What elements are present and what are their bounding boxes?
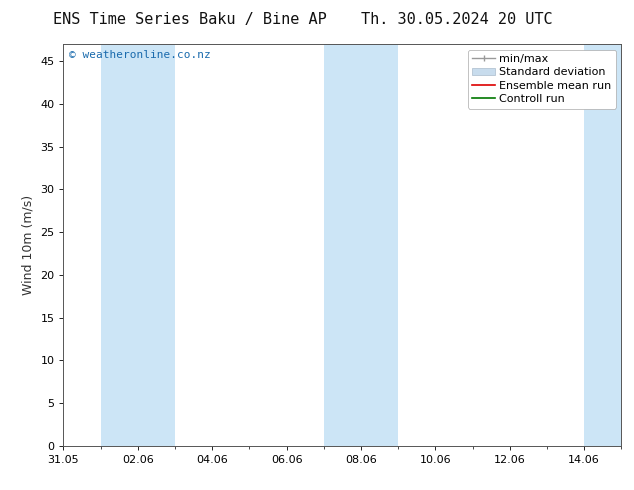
Text: © weatheronline.co.nz: © weatheronline.co.nz (69, 50, 210, 60)
Bar (324, 44, 398, 446)
Text: Th. 30.05.2024 20 UTC: Th. 30.05.2024 20 UTC (361, 12, 552, 27)
Y-axis label: Wind 10m (m/s): Wind 10m (m/s) (22, 195, 35, 295)
Text: ENS Time Series Baku / Bine AP: ENS Time Series Baku / Bine AP (53, 12, 327, 27)
Bar (101, 44, 175, 446)
Bar (584, 44, 621, 446)
Legend: min/max, Standard deviation, Ensemble mean run, Controll run: min/max, Standard deviation, Ensemble me… (468, 49, 616, 109)
